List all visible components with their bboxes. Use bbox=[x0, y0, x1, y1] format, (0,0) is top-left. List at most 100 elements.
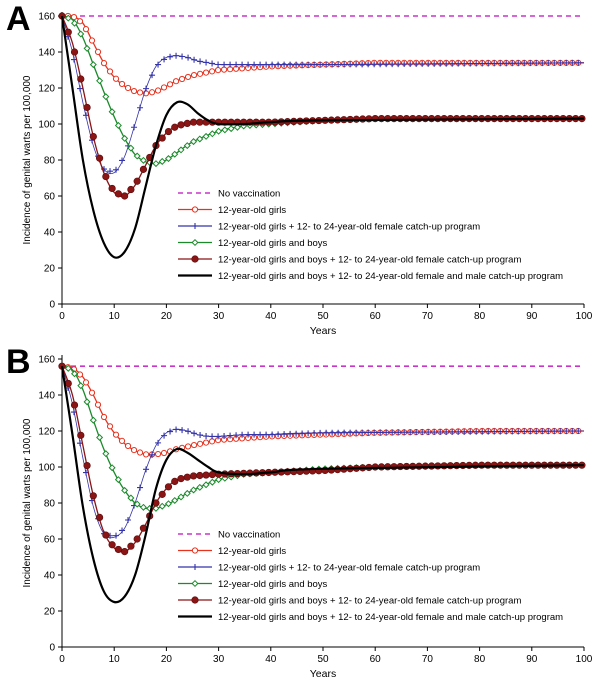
data-point bbox=[293, 61, 300, 68]
data-point bbox=[395, 61, 402, 68]
data-point bbox=[239, 61, 246, 68]
data-point bbox=[275, 61, 282, 68]
data-point bbox=[155, 61, 162, 68]
data-point bbox=[131, 124, 138, 131]
data-point bbox=[227, 432, 234, 439]
legend-label: 12-year-old girls and boys + 12- to 24-y… bbox=[218, 271, 563, 282]
data-point bbox=[215, 433, 222, 440]
data-point bbox=[102, 172, 110, 181]
data-point bbox=[413, 60, 420, 67]
data-point bbox=[102, 450, 110, 458]
data-point bbox=[179, 427, 186, 434]
data-point bbox=[106, 423, 114, 430]
data-point bbox=[130, 87, 138, 95]
data-point bbox=[177, 475, 185, 483]
data-point bbox=[515, 60, 522, 67]
data-point bbox=[108, 541, 116, 549]
data-point bbox=[136, 89, 144, 96]
data-point bbox=[461, 428, 468, 435]
data-point bbox=[257, 61, 264, 68]
data-point bbox=[82, 379, 90, 386]
series-6 bbox=[60, 15, 585, 259]
data-point bbox=[353, 61, 360, 68]
data-point bbox=[191, 56, 198, 63]
data-point bbox=[127, 144, 135, 152]
data-point bbox=[563, 428, 570, 435]
data-point bbox=[341, 61, 348, 68]
data-point bbox=[164, 127, 173, 136]
series-line bbox=[61, 365, 585, 553]
data-point bbox=[112, 431, 120, 438]
x-tick-label: 10 bbox=[109, 311, 121, 322]
legend-item-5: 12-year-old girls and boys + 12- to 24-y… bbox=[178, 255, 521, 266]
data-point bbox=[124, 84, 132, 92]
data-point bbox=[227, 125, 235, 133]
data-point bbox=[233, 432, 240, 439]
legend-label: 12-year-old girls and boys bbox=[218, 579, 328, 590]
data-point bbox=[83, 103, 91, 112]
data-point bbox=[114, 121, 122, 129]
data-point bbox=[233, 61, 240, 68]
y-tick-label: 20 bbox=[44, 264, 56, 275]
data-point bbox=[89, 133, 97, 141]
data-point bbox=[64, 364, 72, 372]
legend-marker bbox=[191, 238, 199, 247]
data-point bbox=[287, 61, 294, 68]
data-point bbox=[467, 428, 474, 435]
data-point bbox=[127, 494, 135, 502]
data-point bbox=[521, 428, 528, 435]
data-point bbox=[527, 60, 534, 67]
y-tick-label: 140 bbox=[38, 391, 55, 402]
x-axis-label: Years bbox=[310, 325, 336, 337]
data-point bbox=[167, 428, 174, 435]
data-point bbox=[365, 61, 372, 68]
data-point bbox=[503, 428, 510, 435]
data-point bbox=[114, 545, 122, 554]
data-point bbox=[190, 71, 198, 79]
data-point bbox=[209, 433, 216, 440]
data-point bbox=[172, 78, 180, 85]
data-point bbox=[77, 382, 85, 390]
data-point bbox=[389, 61, 396, 68]
chart-panel-b: 0 20 40 60 80 100 120 140 160 0 10 20 30 40 50 60 70 80 90… bbox=[22, 355, 593, 681]
data-point bbox=[389, 429, 396, 436]
legend-item-2: 12-year-old girls bbox=[178, 546, 286, 557]
data-point bbox=[311, 61, 318, 68]
legend-item-1: No vaccination bbox=[178, 530, 280, 541]
data-point bbox=[299, 430, 306, 437]
panel-a: 0 20 40 60 80 100 120 140 160 0 10 20 30 40 50 60 70 80 90… bbox=[0, 0, 600, 343]
x-tick-label: 100 bbox=[576, 654, 593, 665]
y-tick-label: 100 bbox=[38, 120, 55, 131]
data-point bbox=[449, 60, 456, 67]
data-point bbox=[190, 138, 198, 146]
data-point bbox=[82, 26, 90, 33]
data-point bbox=[185, 54, 192, 61]
legend-marker bbox=[191, 206, 199, 213]
y-tick-label: 0 bbox=[49, 643, 55, 654]
data-point bbox=[88, 37, 96, 44]
data-point bbox=[467, 60, 474, 67]
data-point bbox=[197, 432, 204, 439]
x-tick-label: 0 bbox=[59, 654, 65, 665]
data-point bbox=[419, 429, 426, 436]
data-point bbox=[100, 60, 108, 67]
data-point bbox=[485, 428, 492, 435]
data-point bbox=[190, 441, 198, 449]
data-point bbox=[160, 449, 168, 457]
data-point bbox=[497, 60, 504, 67]
data-point bbox=[353, 429, 360, 436]
data-point bbox=[208, 438, 216, 445]
data-point bbox=[171, 150, 179, 158]
data-point bbox=[545, 60, 552, 67]
data-point bbox=[71, 19, 79, 27]
data-point bbox=[401, 429, 408, 436]
data-point bbox=[178, 75, 186, 83]
data-point bbox=[83, 44, 91, 52]
data-point bbox=[179, 53, 186, 60]
legend-label: 12-year-old girls and boys + 12- to 24-y… bbox=[218, 612, 563, 623]
data-point bbox=[164, 500, 172, 508]
data-point bbox=[263, 61, 270, 68]
data-point bbox=[121, 192, 129, 200]
data-point bbox=[563, 59, 570, 66]
data-point bbox=[214, 67, 222, 74]
